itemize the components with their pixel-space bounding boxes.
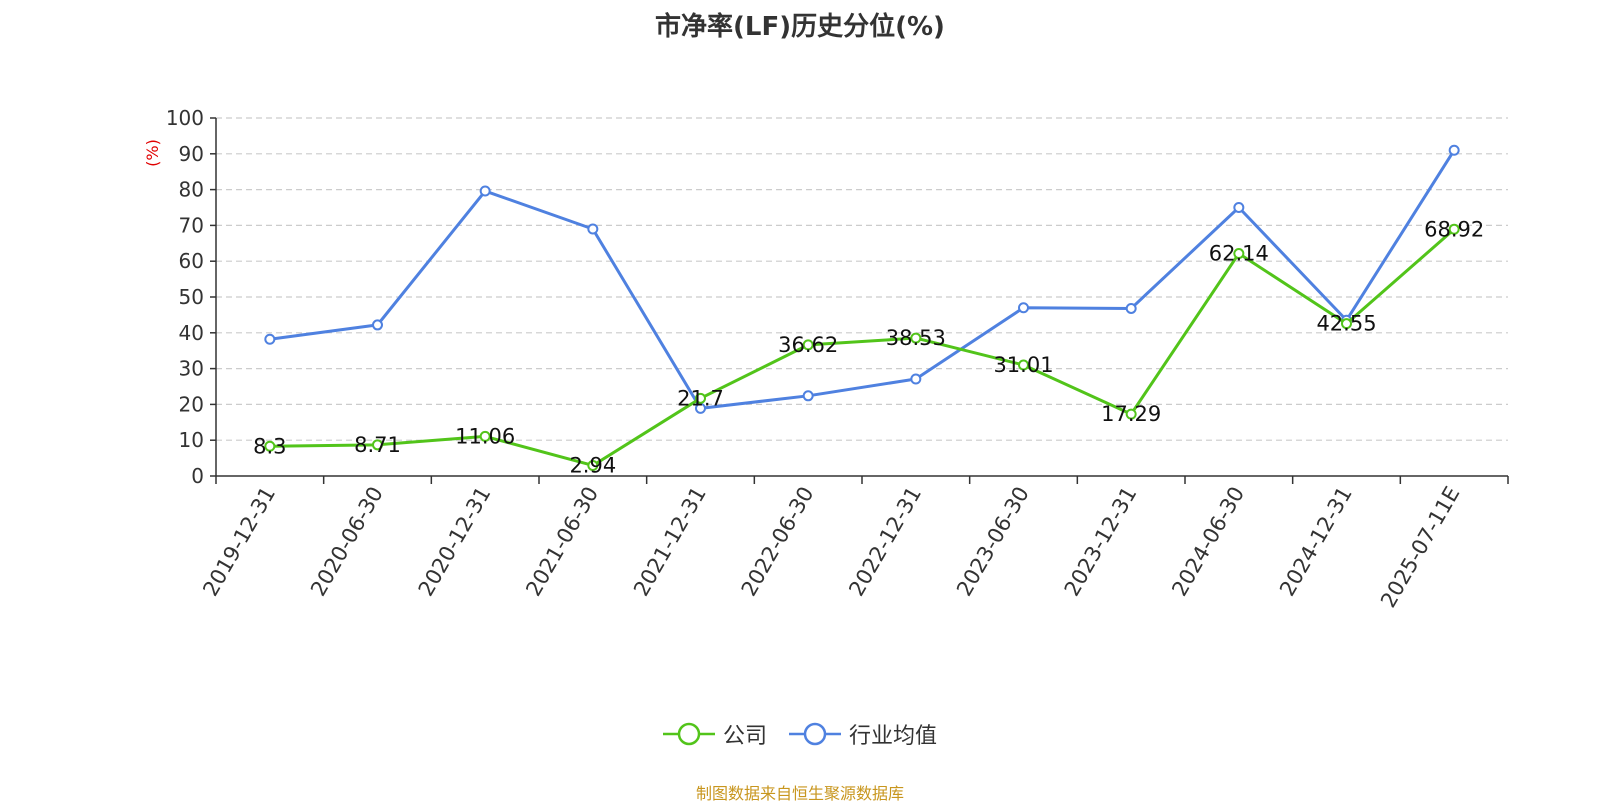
data-point-company — [910, 332, 922, 344]
y-tick-label: 20 — [179, 392, 204, 416]
x-tick-label: 2019-12-31 — [198, 483, 280, 601]
data-point-industry — [802, 390, 814, 402]
x-tick-label: 2022-06-30 — [737, 483, 819, 601]
data-label: 21.7 — [677, 386, 724, 410]
series-lines — [264, 144, 1460, 471]
data-point-company — [1341, 318, 1352, 330]
data-label: 68.92 — [1424, 217, 1484, 241]
data-point-company — [587, 459, 599, 471]
series-line-company — [269, 228, 1456, 467]
x-tick-label: 2021-12-31 — [629, 483, 711, 601]
data-point-company — [1125, 408, 1137, 420]
data-labels: 8.3 8.71 11.06 2.94 21.7 36.62 38.53 31.01 17.29… — [253, 217, 1484, 477]
y-tick-label: 70 — [179, 213, 204, 237]
data-label: 8.3 — [253, 434, 286, 458]
chart-title: 市净率(LF)历史分位(%) — [655, 12, 945, 42]
data-label: 62.14 — [1209, 242, 1269, 266]
data-label: 36.62 — [778, 333, 838, 357]
data-label: 8.71 — [354, 433, 401, 457]
data-label: 42.55 — [1316, 312, 1376, 336]
data-label: 2.94 — [569, 453, 616, 477]
legend-item-industry[interactable]: 行业均值 — [789, 718, 937, 750]
legend-item-company[interactable]: 公司 — [662, 718, 767, 750]
x-tick-label: 2020-12-31 — [414, 482, 496, 600]
data-point-company — [695, 392, 706, 404]
data-point-industry — [1125, 302, 1137, 314]
y-tick-label: 10 — [179, 428, 204, 452]
data-point-industry — [1018, 302, 1029, 314]
y-tick-label: 30 — [179, 357, 204, 381]
y-tick-label: 80 — [179, 178, 204, 202]
y-tick-label: 60 — [179, 249, 204, 273]
data-point-industry — [695, 402, 706, 414]
data-point-company — [264, 440, 276, 452]
data-point-company — [1233, 248, 1245, 260]
legend-label-company: 公司 — [722, 724, 767, 749]
data-point-industry — [372, 319, 383, 331]
data-point-industry — [479, 185, 491, 197]
legend-label-industry: 行业均值 — [849, 724, 938, 749]
x-tick-label: 2022-12-31 — [844, 482, 926, 600]
x-tick-label: 2023-12-31 — [1060, 483, 1142, 601]
data-point-industry — [1233, 202, 1245, 213]
y-tick-label: 40 — [179, 321, 204, 345]
legend: 公司 行业均值 — [0, 718, 1600, 750]
data-point-industry — [587, 223, 599, 235]
y-tick-label: 90 — [179, 142, 204, 166]
y-tick-label: 100 — [166, 106, 204, 130]
data-point-industry — [1448, 144, 1460, 156]
source-note: 制图数据来自恒生聚源数据库 — [695, 784, 904, 803]
data-point-industry — [264, 333, 276, 345]
y-tick-label: 0 — [191, 464, 204, 488]
data-label: 17.29 — [1101, 402, 1161, 426]
legend-company-marker-icon — [662, 722, 715, 746]
data-point-company — [479, 430, 491, 442]
legend-industry-marker-icon — [789, 722, 841, 746]
x-tick-label: 2021-06-30 — [521, 483, 603, 601]
y-tick-label: 50 — [179, 285, 204, 309]
x-tick-label: 2023-06-30 — [952, 483, 1034, 601]
data-label: 11.06 — [455, 424, 515, 448]
series-line-industry — [269, 149, 1456, 410]
x-tick-label: 2025-07-11E — [1376, 483, 1464, 612]
x-tick-label: 2024-12-31 — [1275, 483, 1357, 601]
data-point-company — [1018, 359, 1029, 371]
x-tick-label: 2020-06-30 — [306, 483, 388, 601]
axes: 0 10 20 30 40 50 60 70 80 90 100 2019-12-31 2020-06-… — [166, 106, 1509, 612]
data-point-company — [1448, 223, 1460, 235]
x-tick-label: 2024-06-30 — [1167, 483, 1249, 601]
data-point-company — [802, 339, 814, 351]
grid-lines — [216, 117, 1508, 441]
data-point-industry — [910, 373, 922, 385]
data-label: 31.01 — [993, 353, 1053, 377]
data-point-company — [372, 439, 383, 451]
data-label: 38.53 — [886, 326, 946, 350]
y-axis-label: (%) — [143, 139, 162, 167]
